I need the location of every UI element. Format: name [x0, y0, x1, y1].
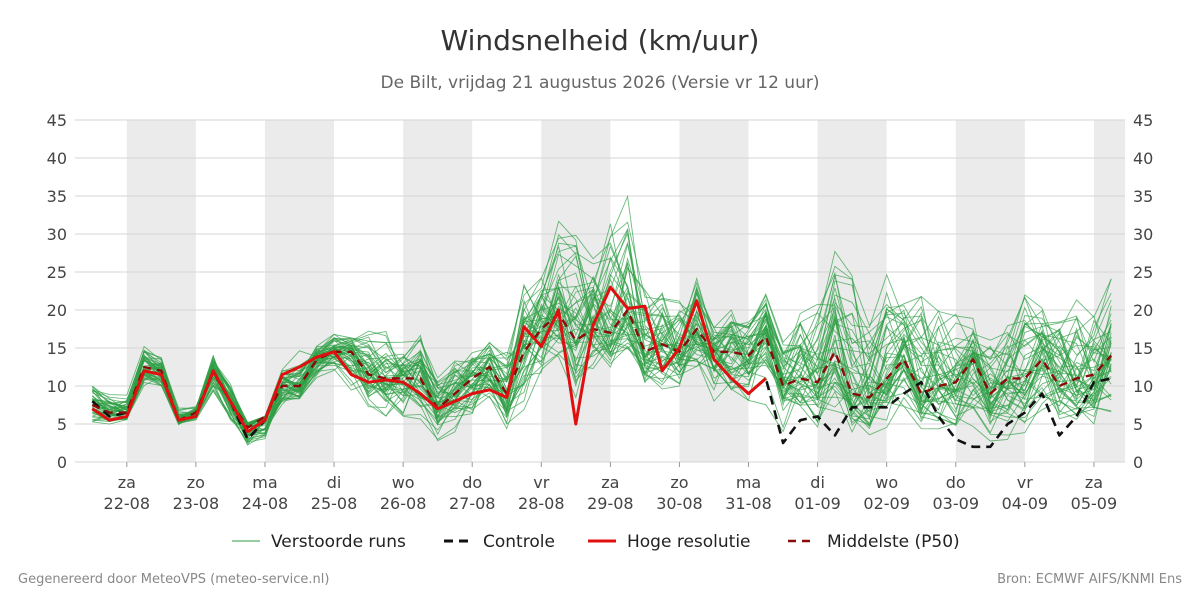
- x-tick-date: 22-08: [104, 494, 151, 513]
- x-tick-day: ma: [736, 473, 761, 492]
- y-tick-label-right: 40: [1133, 149, 1153, 168]
- x-tick-date: 28-08: [518, 494, 565, 513]
- x-tick-day: vr: [1017, 473, 1033, 492]
- chart-subtitle: De Bilt, vrijdag 21 augustus 2026 (Versi…: [380, 73, 820, 93]
- x-tick-day: ma: [252, 473, 277, 492]
- median-p50-line: [91, 308, 1113, 429]
- x-tick-date: 27-08: [449, 494, 496, 513]
- y-tick-label-left: 40: [47, 149, 67, 168]
- x-tick-day: za: [601, 473, 619, 492]
- y-tick-label-right: 25: [1133, 263, 1153, 282]
- legend-label: Verstoorde runs: [271, 532, 406, 552]
- y-tick-label-left: 30: [47, 225, 67, 244]
- legend-label: Middelste (P50): [827, 532, 960, 552]
- chart-title: Windsnelheid (km/uur): [440, 24, 760, 57]
- x-tick-date: 26-08: [380, 494, 427, 513]
- x-tick-day: do: [946, 473, 966, 492]
- y-tick-label-right: 5: [1133, 415, 1143, 434]
- x-tick-date: 03-09: [933, 494, 980, 513]
- y-tick-label-right: 45: [1133, 111, 1153, 130]
- x-tick-date: 23-08: [173, 494, 220, 513]
- y-tick-label-right: 35: [1133, 187, 1153, 206]
- x-tick-date: 05-09: [1071, 494, 1118, 513]
- y-tick-label-left: 35: [47, 187, 67, 206]
- ensemble-run-line: [92, 232, 1112, 444]
- x-tick-day: zo: [187, 473, 205, 492]
- ensemble-run-line: [92, 221, 1112, 433]
- x-tick-day: wo: [875, 473, 898, 492]
- y-tick-label-right: 15: [1133, 339, 1153, 358]
- y-tick-label-left: 15: [47, 339, 67, 358]
- x-tick-date: 01-09: [794, 494, 841, 513]
- footer-generated-by: Gegenereerd door MeteoVPS (meteo-service…: [18, 572, 330, 587]
- weekend-band: [1093, 120, 1125, 462]
- x-tick-day: do: [462, 473, 482, 492]
- ensemble-run-line: [92, 220, 1112, 440]
- x-tick-date: 24-08: [242, 494, 289, 513]
- footer-source: Bron: ECMWF AIFS/KNMI Ens: [997, 572, 1182, 587]
- ensemble-run-line: [92, 256, 1112, 446]
- y-tick-label-right: 0: [1133, 453, 1143, 472]
- x-tick-date: 25-08: [311, 494, 358, 513]
- x-tick-date: 30-08: [656, 494, 703, 513]
- x-tick-day: za: [118, 473, 136, 492]
- x-tick-date: 31-08: [725, 494, 772, 513]
- weekend-band: [126, 120, 196, 462]
- ensemble-run-line: [92, 311, 1112, 430]
- x-tick-date: 29-08: [587, 494, 634, 513]
- y-tick-label-left: 20: [47, 301, 67, 320]
- y-tick-label-left: 45: [47, 111, 67, 130]
- x-tick-day: wo: [392, 473, 415, 492]
- y-tick-label-right: 30: [1133, 225, 1153, 244]
- y-tick-label-right: 20: [1133, 301, 1153, 320]
- ensemble-run-line: [92, 297, 1112, 434]
- x-tick-day: vr: [533, 473, 549, 492]
- x-tick-day: di: [810, 473, 825, 492]
- weekend-band: [679, 120, 749, 462]
- x-tick-date: 02-09: [863, 494, 910, 513]
- y-tick-label-left: 25: [47, 263, 67, 282]
- x-tick-day: zo: [670, 473, 688, 492]
- legend-label: Hoge resolutie: [627, 532, 751, 552]
- y-tick-label-left: 0: [57, 453, 67, 472]
- y-tick-label-left: 5: [57, 415, 67, 434]
- y-tick-label-right: 10: [1133, 377, 1153, 396]
- x-tick-day: za: [1085, 473, 1103, 492]
- legend-label: Controle: [483, 532, 555, 552]
- x-tick-date: 04-09: [1002, 494, 1049, 513]
- y-tick-label-left: 10: [47, 377, 67, 396]
- x-tick-day: di: [327, 473, 342, 492]
- hires-line: [91, 285, 767, 434]
